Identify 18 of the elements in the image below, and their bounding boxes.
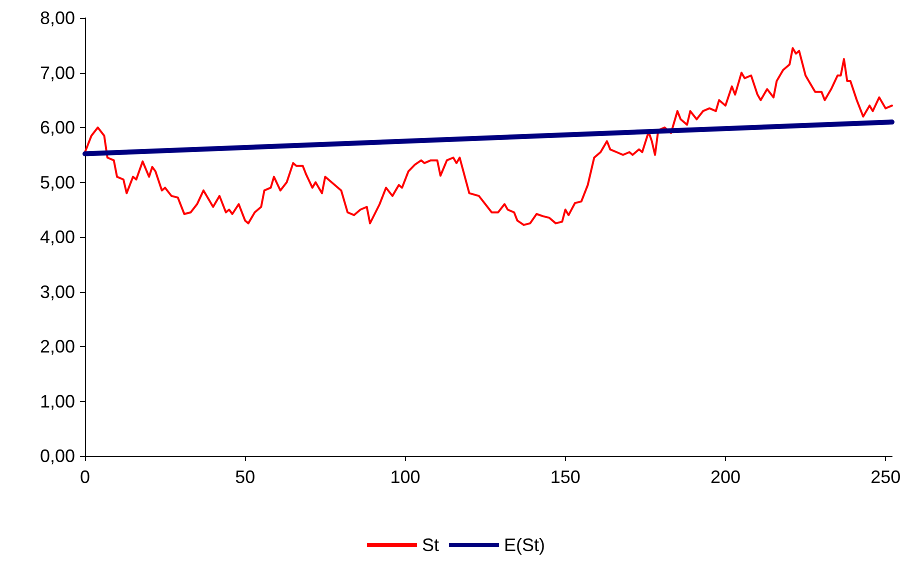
x-tick-label: 200	[710, 467, 740, 487]
x-tick-label: 0	[80, 467, 90, 487]
y-tick-label: 0,00	[40, 446, 75, 466]
y-tick-label: 4,00	[40, 227, 75, 247]
y-tick-label: 8,00	[40, 8, 75, 28]
y-tick-label: 1,00	[40, 391, 75, 412]
legend-label: St	[422, 535, 440, 555]
y-tick-label: 6,00	[40, 118, 75, 138]
x-tick-label: 150	[550, 467, 580, 487]
line-series	[84, 47, 893, 226]
y-tick-label: 3,00	[40, 282, 75, 302]
x-tick-label: 250	[870, 467, 901, 487]
y-tick-label: 2,00	[40, 336, 75, 356]
legend-label: E(St)	[504, 535, 546, 555]
x-tick-label: 50	[235, 467, 256, 487]
x-tick-label: 100	[390, 467, 420, 487]
y-tick-label: 7,00	[40, 62, 75, 83]
y-tick-label: 5,00	[40, 172, 75, 192]
